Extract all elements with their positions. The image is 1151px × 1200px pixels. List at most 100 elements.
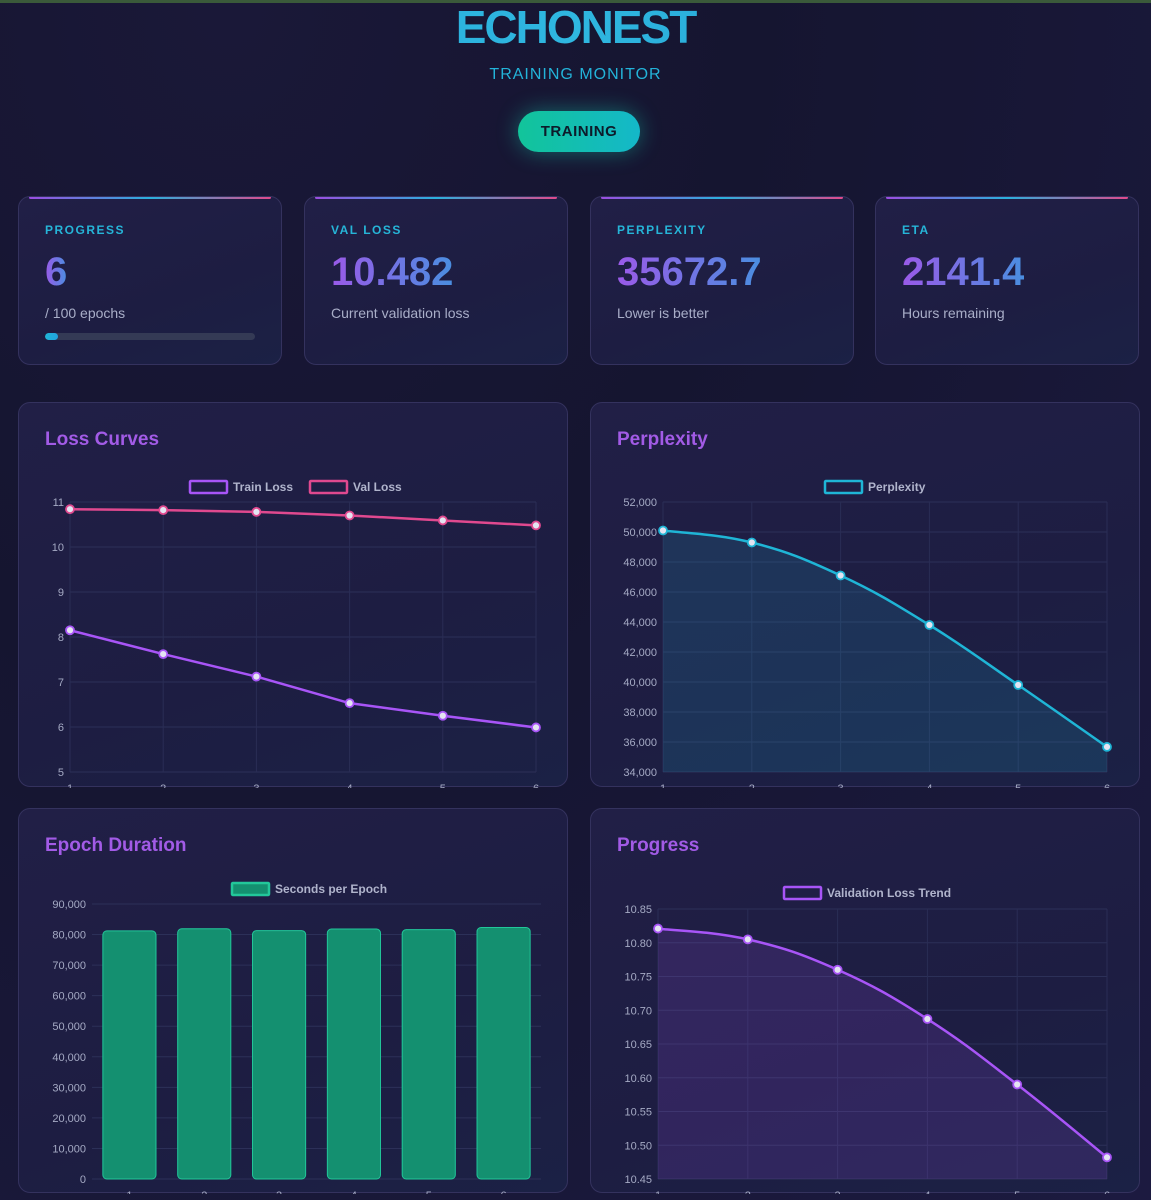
- data-point: [437, 515, 448, 526]
- progress-chart-card: Progress 10.45 10.50 10.55 10.60 10.65 10.70 1…: [590, 808, 1140, 1194]
- data-point: [658, 525, 668, 536]
- top-border: [0, 0, 1151, 3]
- y-tick-label: 52,000: [623, 497, 657, 509]
- stat-sub: Current validation loss: [331, 305, 470, 321]
- data-point: [158, 505, 169, 515]
- data-point: [344, 698, 355, 709]
- y-tick-label: 0: [80, 1174, 86, 1186]
- x-tick-label: 2: [745, 1190, 751, 1194]
- data-point: [924, 620, 935, 630]
- stat-sub: / 100 epochs: [45, 305, 126, 321]
- area-fill: [663, 530, 1107, 772]
- perplexity-chart-card: Perplexity 34,000 36,000 38,000 40,000 42,00…: [590, 402, 1140, 788]
- legend-label: Train Loss: [233, 480, 293, 494]
- data-point: [1013, 680, 1024, 690]
- bar: [401, 929, 456, 1180]
- chart-title: Loss Curves: [45, 429, 160, 450]
- y-tick-label: 40,000: [623, 677, 657, 689]
- legend-label: Val Loss: [353, 480, 402, 494]
- x-tick-label: 2: [749, 783, 755, 788]
- y-tick-label: 10.65: [624, 1039, 652, 1051]
- y-tick-label: 10.55: [624, 1107, 652, 1119]
- stat-sub: Hours remaining: [902, 305, 1005, 321]
- data-point: [832, 964, 843, 975]
- y-tick-label: 46,000: [623, 587, 657, 599]
- legend-label: Validation Loss Trend: [827, 886, 951, 900]
- y-tick-label: 20,000: [52, 1113, 86, 1125]
- y-tick-label: 40,000: [52, 1052, 86, 1064]
- x-tick-label: 4: [347, 783, 353, 788]
- stat-label: PERPLEXITY: [617, 223, 707, 237]
- x-tick-label: 5: [1014, 1190, 1020, 1194]
- x-tick-label: 6: [1104, 783, 1110, 788]
- data-point: [653, 923, 663, 934]
- legend-label: Seconds per Epoch: [275, 882, 387, 896]
- x-tick-label: 4: [926, 783, 932, 788]
- y-tick-label: 30,000: [52, 1082, 86, 1094]
- x-tick-label: 3: [253, 783, 259, 788]
- bar: [177, 928, 232, 1180]
- x-tick-label: 1: [126, 1190, 132, 1194]
- stat-sub: Lower is better: [617, 305, 709, 321]
- data-point: [344, 510, 355, 521]
- y-tick-label: 90,000: [52, 899, 86, 911]
- duration-chart-card: Epoch Duration 0 10,000 20,000 30,000 40,000…: [18, 808, 568, 1194]
- legend-swatch: [308, 479, 349, 495]
- x-tick-label: 5: [440, 783, 446, 788]
- data-point: [1012, 1079, 1023, 1090]
- data-point: [251, 671, 262, 682]
- x-tick-label: 4: [924, 1190, 930, 1194]
- y-tick-label: 48,000: [623, 557, 657, 569]
- data-point: [251, 507, 262, 517]
- bar: [252, 930, 307, 1180]
- y-tick-label: 38,000: [623, 707, 657, 719]
- bar: [102, 930, 157, 1180]
- chart-title: Perplexity: [617, 429, 708, 450]
- bar: [326, 928, 381, 1180]
- y-tick-label: 9: [58, 587, 64, 599]
- y-tick-label: 10.80: [624, 938, 652, 950]
- y-tick-label: 44,000: [623, 617, 657, 629]
- app-title: ECHONEST: [0, 2, 1151, 52]
- data-point: [1102, 742, 1112, 752]
- y-tick-label: 10.60: [624, 1073, 652, 1085]
- legend-swatch: [823, 479, 864, 495]
- x-tick-label: 5: [426, 1190, 432, 1194]
- stat-card-eta: ETA 2141.4 Hours remaining: [875, 196, 1139, 365]
- legend-swatch: [188, 479, 229, 495]
- y-tick-label: 34,000: [623, 767, 657, 779]
- data-point: [742, 934, 753, 945]
- stat-label: PROGRESS: [45, 223, 126, 237]
- data-point: [835, 570, 846, 581]
- app-subtitle: TRAINING MONITOR: [489, 66, 662, 83]
- y-tick-label: 60,000: [52, 991, 86, 1003]
- data-point: [922, 1014, 933, 1024]
- x-tick-label: 1: [660, 783, 666, 788]
- y-tick-label: 10,000: [52, 1143, 86, 1155]
- stat-label: ETA: [902, 223, 930, 237]
- status-badge: TRAINING: [518, 111, 640, 152]
- data-point: [65, 625, 75, 636]
- y-tick-label: 50,000: [623, 527, 657, 539]
- y-tick-label: 70,000: [52, 960, 86, 972]
- progress-bar: [45, 333, 255, 340]
- legend-swatch: [782, 885, 823, 901]
- x-tick-label: 3: [276, 1190, 282, 1194]
- y-tick-label: 50,000: [52, 1021, 86, 1033]
- data-point: [158, 649, 169, 660]
- y-tick-label: 10.75: [624, 972, 652, 984]
- y-tick-label: 10: [52, 542, 64, 554]
- y-tick-label: 6: [58, 722, 64, 734]
- chart-title: Epoch Duration: [45, 835, 187, 856]
- x-tick-label: 5: [1015, 783, 1021, 788]
- legend-swatch: [230, 881, 271, 897]
- data-point: [531, 520, 541, 531]
- stat-card-perplexity: PERPLEXITY 35672.7 Lower is better: [590, 196, 854, 365]
- x-tick-label: 1: [655, 1190, 661, 1194]
- x-tick-label: 6: [533, 783, 539, 788]
- data-point: [437, 710, 448, 721]
- x-tick-label: 6: [1104, 1190, 1110, 1194]
- y-tick-label: 10.70: [624, 1005, 652, 1017]
- y-tick-label: 42,000: [623, 647, 657, 659]
